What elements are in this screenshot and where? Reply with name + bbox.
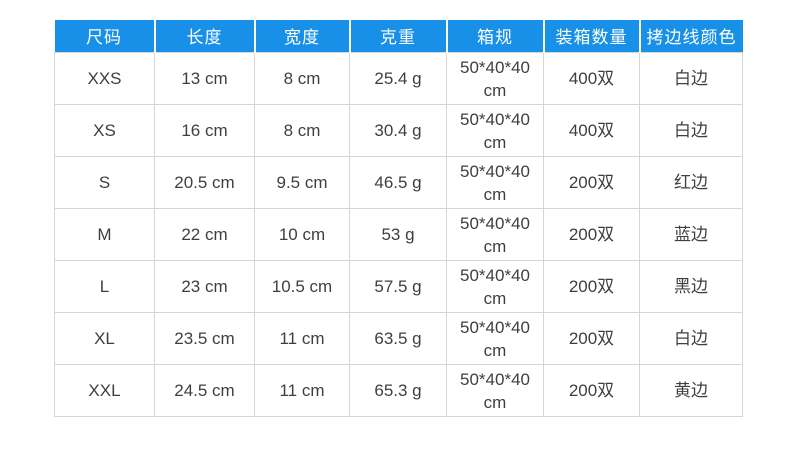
- table-row: S 20.5 cm 9.5 cm 46.5 g 50*40*40 cm 200双…: [54, 156, 743, 209]
- cell-length: 24.5 cm: [154, 364, 255, 417]
- cell-size: M: [54, 208, 155, 261]
- cell-pack-qty: 200双: [543, 312, 640, 365]
- cell-width: 10.5 cm: [254, 260, 350, 313]
- cell-box-spec: 50*40*40 cm: [446, 208, 544, 261]
- cell-width: 8 cm: [254, 104, 350, 157]
- header-cell-size: 尺码: [54, 20, 155, 53]
- header-cell-box-spec: 箱规: [445, 20, 544, 53]
- cell-box-spec: 50*40*40 cm: [446, 156, 544, 209]
- cell-length: 13 cm: [154, 52, 255, 105]
- cell-edge-color: 白边: [639, 312, 743, 365]
- cell-pack-qty: 200双: [543, 260, 640, 313]
- cell-length: 23.5 cm: [154, 312, 255, 365]
- cell-size: XXS: [54, 52, 155, 105]
- cell-edge-color: 红边: [639, 156, 743, 209]
- cell-weight: 63.5 g: [349, 312, 447, 365]
- cell-pack-qty: 400双: [543, 104, 640, 157]
- cell-edge-color: 白边: [639, 104, 743, 157]
- cell-weight: 46.5 g: [349, 156, 447, 209]
- header-cell-edge-color: 拷边线颜色: [638, 20, 743, 53]
- cell-length: 22 cm: [154, 208, 255, 261]
- header-cell-length: 长度: [153, 20, 255, 53]
- table-row: XXL 24.5 cm 11 cm 65.3 g 50*40*40 cm 200…: [54, 364, 743, 417]
- cell-size: S: [54, 156, 155, 209]
- cell-width: 11 cm: [254, 312, 350, 365]
- table-row: XL 23.5 cm 11 cm 63.5 g 50*40*40 cm 200双…: [54, 312, 743, 365]
- cell-width: 8 cm: [254, 52, 350, 105]
- cell-length: 16 cm: [154, 104, 255, 157]
- cell-weight: 25.4 g: [349, 52, 447, 105]
- cell-box-spec: 50*40*40 cm: [446, 52, 544, 105]
- cell-size: XL: [54, 312, 155, 365]
- cell-size: XXL: [54, 364, 155, 417]
- cell-pack-qty: 400双: [543, 52, 640, 105]
- cell-weight: 57.5 g: [349, 260, 447, 313]
- table-row: M 22 cm 10 cm 53 g 50*40*40 cm 200双 蓝边: [54, 208, 743, 261]
- cell-edge-color: 白边: [639, 52, 743, 105]
- cell-pack-qty: 200双: [543, 208, 640, 261]
- cell-box-spec: 50*40*40 cm: [446, 364, 544, 417]
- cell-length: 20.5 cm: [154, 156, 255, 209]
- cell-width: 9.5 cm: [254, 156, 350, 209]
- cell-size: L: [54, 260, 155, 313]
- table-row: XXS 13 cm 8 cm 25.4 g 50*40*40 cm 400双 白…: [54, 52, 743, 105]
- cell-edge-color: 黑边: [639, 260, 743, 313]
- cell-length: 23 cm: [154, 260, 255, 313]
- table-header-row: 尺码 长度 宽度 克重 箱规 装箱数量 拷边线颜色: [54, 20, 743, 53]
- cell-size: XS: [54, 104, 155, 157]
- header-cell-weight: 克重: [348, 20, 447, 53]
- cell-pack-qty: 200双: [543, 364, 640, 417]
- cell-box-spec: 50*40*40 cm: [446, 260, 544, 313]
- cell-weight: 53 g: [349, 208, 447, 261]
- cell-weight: 30.4 g: [349, 104, 447, 157]
- cell-weight: 65.3 g: [349, 364, 447, 417]
- cell-box-spec: 50*40*40 cm: [446, 312, 544, 365]
- table-row: L 23 cm 10.5 cm 57.5 g 50*40*40 cm 200双 …: [54, 260, 743, 313]
- cell-width: 11 cm: [254, 364, 350, 417]
- cell-width: 10 cm: [254, 208, 350, 261]
- size-spec-table: 尺码 长度 宽度 克重 箱规 装箱数量 拷边线颜色 XXS 13 cm 8 cm…: [54, 20, 743, 417]
- cell-box-spec: 50*40*40 cm: [446, 104, 544, 157]
- cell-pack-qty: 200双: [543, 156, 640, 209]
- cell-edge-color: 黄边: [639, 364, 743, 417]
- header-cell-pack-qty: 装箱数量: [542, 20, 640, 53]
- header-cell-width: 宽度: [253, 20, 350, 53]
- table-row: XS 16 cm 8 cm 30.4 g 50*40*40 cm 400双 白边: [54, 104, 743, 157]
- cell-edge-color: 蓝边: [639, 208, 743, 261]
